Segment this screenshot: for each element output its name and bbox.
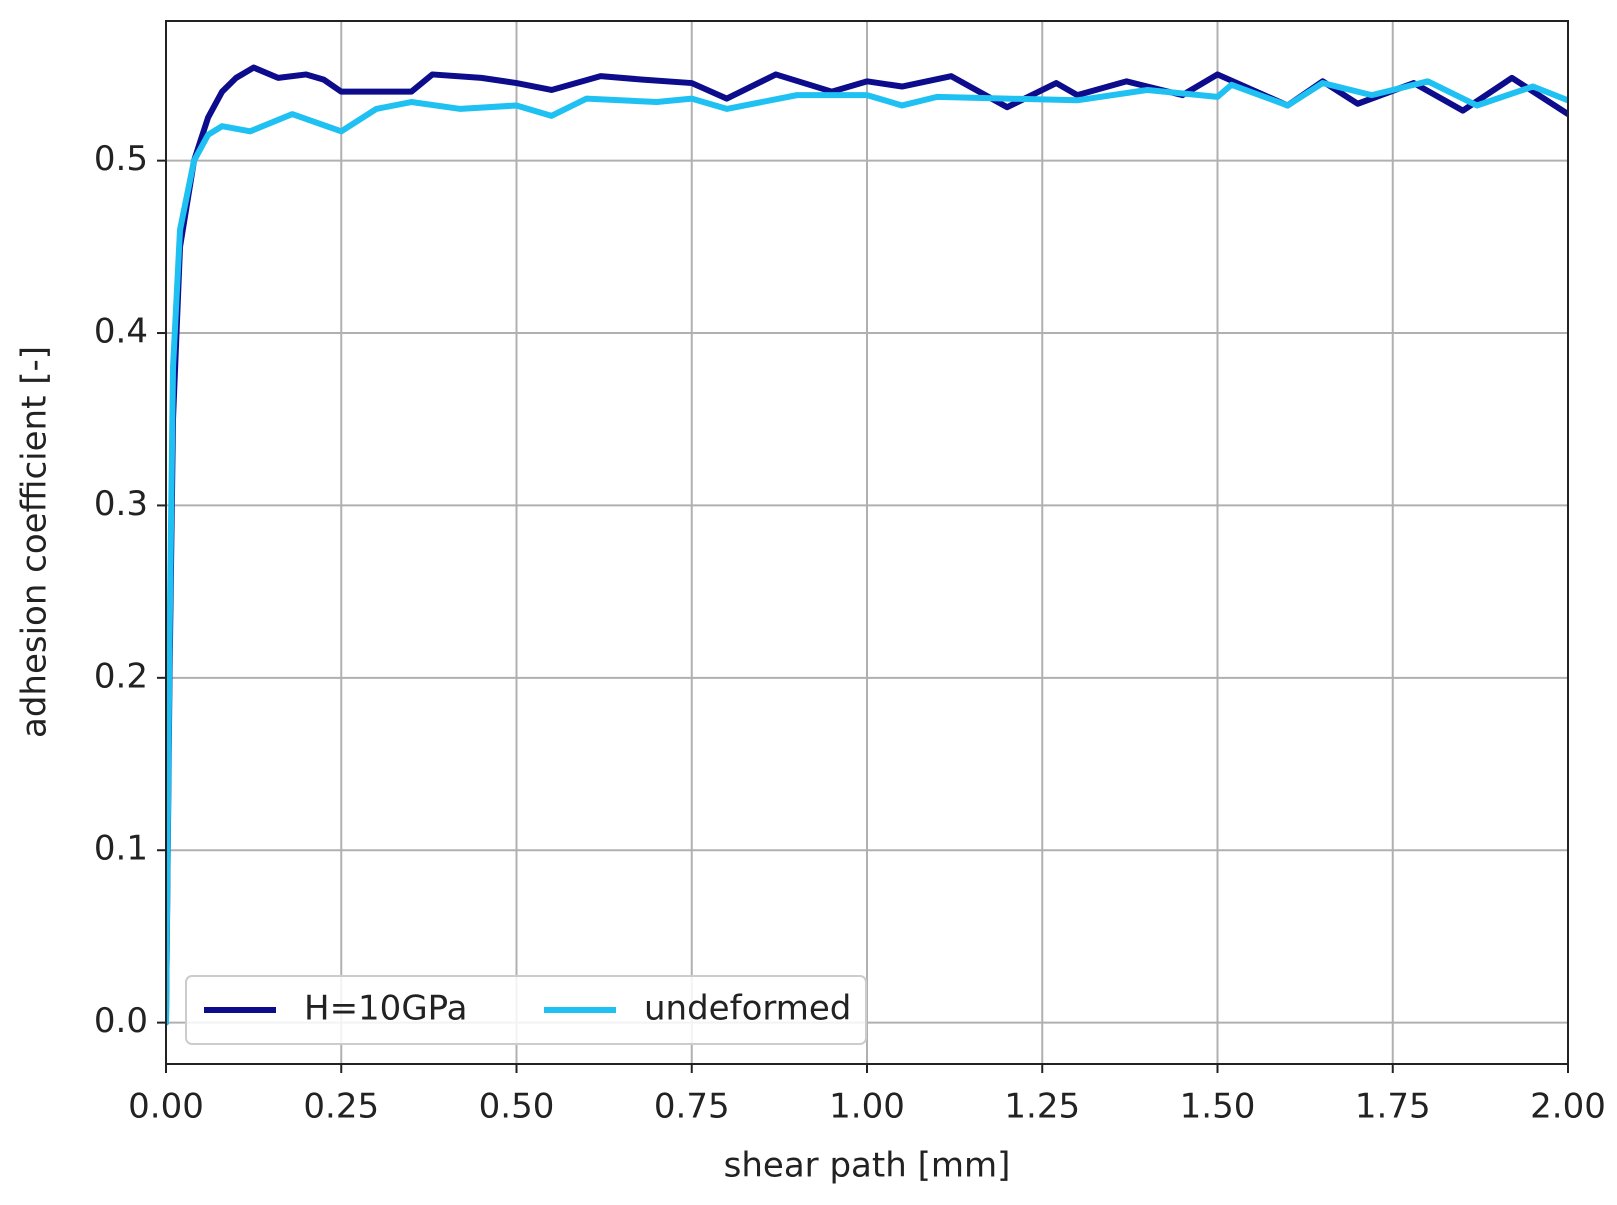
x-axis-label: shear path [mm] [724,1146,1011,1186]
y-tick-label: 0.0 [94,1001,148,1041]
x-tick-label: 1.00 [829,1087,905,1127]
plot-frame [165,20,1569,1065]
y-tick-label: 0.1 [94,829,148,869]
x-tick-label: 1.50 [1180,1087,1256,1127]
x-tick-label: 0.25 [303,1087,379,1127]
y-tick-label: 0.2 [94,656,148,696]
y-axis-label: adhesion coefficient [-] [15,346,55,738]
x-tick-label: 1.25 [1004,1087,1080,1127]
x-tick-label: 0.00 [128,1087,204,1127]
data-line [166,78,1568,1026]
legend-label: undeformed [644,989,851,1029]
legend-box [185,975,867,1045]
y-tick-label: 0.4 [94,312,148,352]
legend-label: H=10GPa [304,989,467,1029]
x-tick-label: 1.75 [1355,1087,1431,1127]
y-tick-label: 0.3 [94,484,148,524]
x-tick-label: 2.00 [1530,1087,1606,1127]
plot-lines [166,64,1568,1026]
y-tick-label: 0.5 [94,139,148,179]
x-tick-label: 0.50 [479,1087,555,1127]
x-tick-label: 0.75 [654,1087,730,1127]
data-line [166,64,1568,1026]
